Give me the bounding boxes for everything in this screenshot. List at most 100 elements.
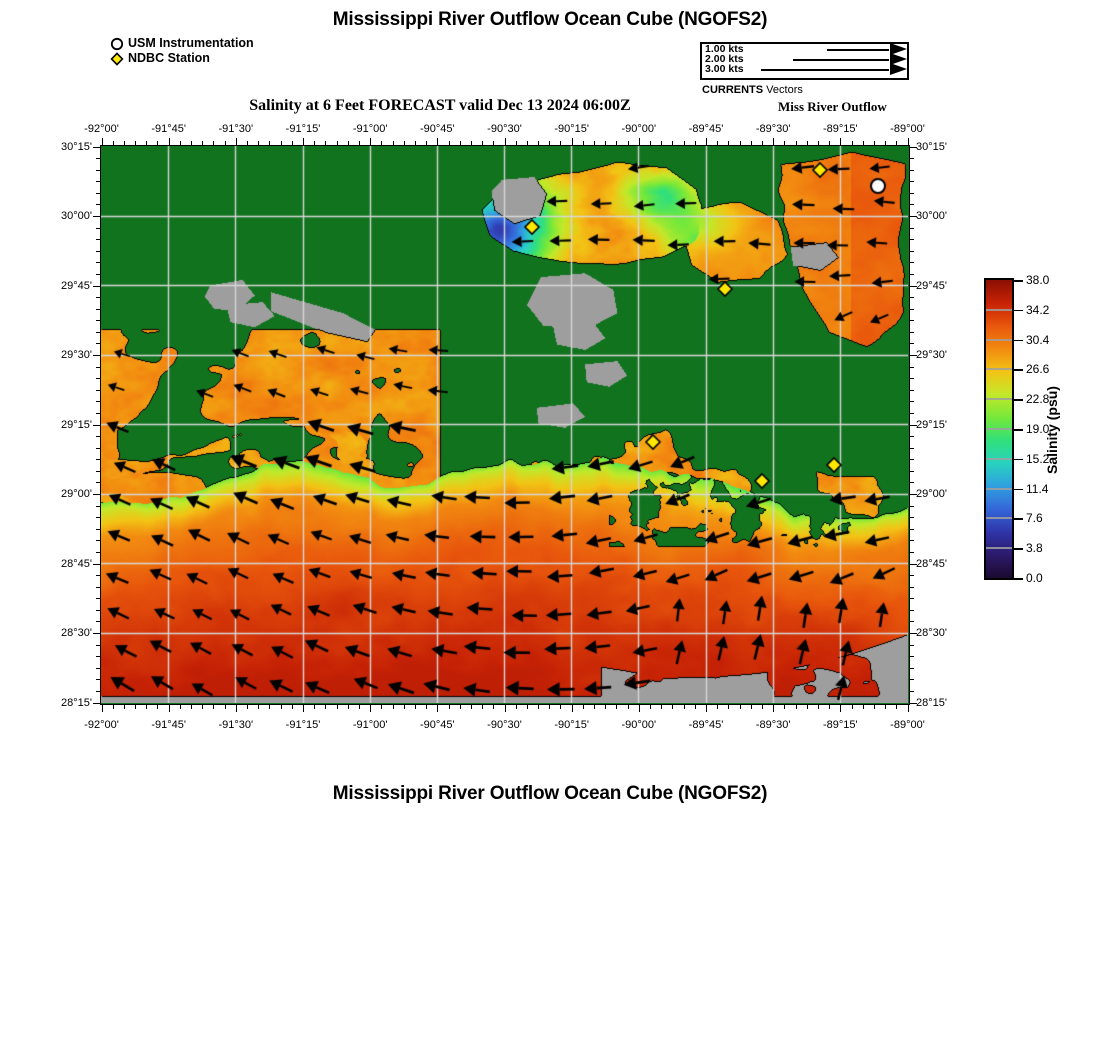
tick-mark <box>910 389 914 391</box>
tick-mark <box>459 141 461 145</box>
tick-mark <box>784 141 786 145</box>
tick-mark <box>627 705 629 709</box>
colorbar-tick <box>1014 458 1023 461</box>
tick-mark <box>96 250 100 252</box>
tick-mark <box>627 141 629 145</box>
tick-mark <box>910 250 914 252</box>
tick-mark <box>910 273 914 275</box>
tick-mark <box>235 705 237 712</box>
tick-mark <box>873 705 875 709</box>
tick-mark <box>96 273 100 275</box>
tick-mark <box>96 621 100 623</box>
tick-mark <box>96 575 100 577</box>
x-axis-tick-label: -91°00' <box>352 123 388 135</box>
tick-mark <box>96 227 100 229</box>
tick-mark <box>910 679 914 681</box>
tick-mark <box>910 517 914 519</box>
tick-mark <box>96 412 100 414</box>
tick-mark <box>96 378 100 380</box>
tick-mark <box>224 705 226 709</box>
vector-arrowhead-1 <box>890 43 907 55</box>
y-axis-tick-label: 29°00' <box>61 488 92 500</box>
tick-mark <box>96 598 100 600</box>
colorbar-tick-label: 22.8 <box>1026 392 1050 407</box>
x-axis-tick-label: -90°00' <box>621 719 657 731</box>
tick-mark <box>717 141 719 145</box>
tick-mark <box>392 705 394 709</box>
tick-mark <box>862 141 864 145</box>
tick-mark <box>96 181 100 183</box>
tick-mark <box>470 141 472 145</box>
y-axis-tick-label: 28°15' <box>916 696 947 709</box>
tick-mark <box>93 355 100 356</box>
tick-mark <box>358 141 360 145</box>
colorbar-tick <box>1014 399 1023 401</box>
colorbar-tick-label: 26.6 <box>1026 362 1050 377</box>
tick-mark <box>840 705 842 712</box>
diamond-marker-icon <box>110 51 124 66</box>
tick-mark <box>93 285 100 287</box>
x-axis-tick-label: -89°30' <box>755 123 791 135</box>
tick-mark <box>179 141 181 145</box>
tick-mark <box>269 705 271 709</box>
tick-mark <box>414 705 416 709</box>
tick-mark <box>314 705 316 709</box>
tick-mark <box>96 505 100 507</box>
tick-mark <box>112 705 114 709</box>
tick-mark <box>381 141 383 145</box>
colorbar-tick-label: 11.4 <box>1026 481 1049 496</box>
y-axis-tick-label: 30°15' <box>61 140 92 153</box>
tick-mark <box>873 141 875 145</box>
tick-mark <box>96 690 100 692</box>
colorbar-tick-label: 7.6 <box>1026 511 1043 526</box>
x-axis-tick-label: -91°30' <box>218 123 254 135</box>
x-axis-tick-label: -90°45' <box>420 719 455 731</box>
tick-mark <box>247 705 249 709</box>
tick-mark <box>526 141 528 145</box>
salinity-map[interactable] <box>100 145 910 705</box>
x-axis-tick-label: -92°00' <box>84 123 119 135</box>
x-axis-tick-label: -89°15' <box>823 123 858 135</box>
tick-mark <box>910 505 914 507</box>
tick-mark <box>96 401 100 403</box>
tick-mark <box>910 563 917 565</box>
tick-mark <box>728 141 730 145</box>
tick-mark <box>280 141 282 145</box>
tick-mark <box>235 138 237 145</box>
colorbar-tick <box>1014 548 1023 550</box>
marker-legend: USM Instrumentation NDBC Station <box>110 36 254 66</box>
tick-mark <box>910 528 914 530</box>
tick-mark <box>910 551 914 553</box>
tick-mark <box>381 705 383 709</box>
tick-mark <box>773 705 775 712</box>
tick-mark <box>403 705 405 709</box>
colorbar-band-separator <box>986 338 1012 341</box>
y-axis-tick-label: 30°00' <box>916 210 947 222</box>
tick-mark <box>93 216 100 217</box>
tick-mark <box>515 141 517 145</box>
tick-mark <box>910 690 914 692</box>
colorbar-tick-label: 15.2 <box>1026 451 1050 466</box>
colorbar-tick-label: 38.0 <box>1026 273 1050 287</box>
colorbar-band-separator <box>986 308 1012 311</box>
tick-mark <box>910 656 914 658</box>
tick-mark <box>784 705 786 709</box>
tick-mark <box>910 586 914 588</box>
tick-mark <box>910 482 914 484</box>
x-axis-tick-label: -91°15' <box>285 123 321 135</box>
y-axis-tick-label: 30°00' <box>61 210 92 222</box>
vector-legend-label-3: 3.00 kts <box>705 63 744 75</box>
x-axis-tick-label: -91°15' <box>285 719 321 731</box>
vector-legend-row-1: 1.00 kts <box>702 43 907 55</box>
tick-mark <box>683 141 685 145</box>
tick-mark <box>910 412 914 414</box>
tick-mark <box>96 679 100 681</box>
vector-caption-bold: CURRENTS <box>702 84 764 96</box>
tick-mark <box>135 705 137 709</box>
tick-mark <box>96 436 100 438</box>
y-axis-tick-label: 29°30' <box>916 349 947 361</box>
y-axis-tick-label: 29°15' <box>61 418 92 431</box>
tick-mark <box>538 141 540 145</box>
colorbar-tick <box>1014 280 1023 282</box>
tick-mark <box>96 447 100 449</box>
